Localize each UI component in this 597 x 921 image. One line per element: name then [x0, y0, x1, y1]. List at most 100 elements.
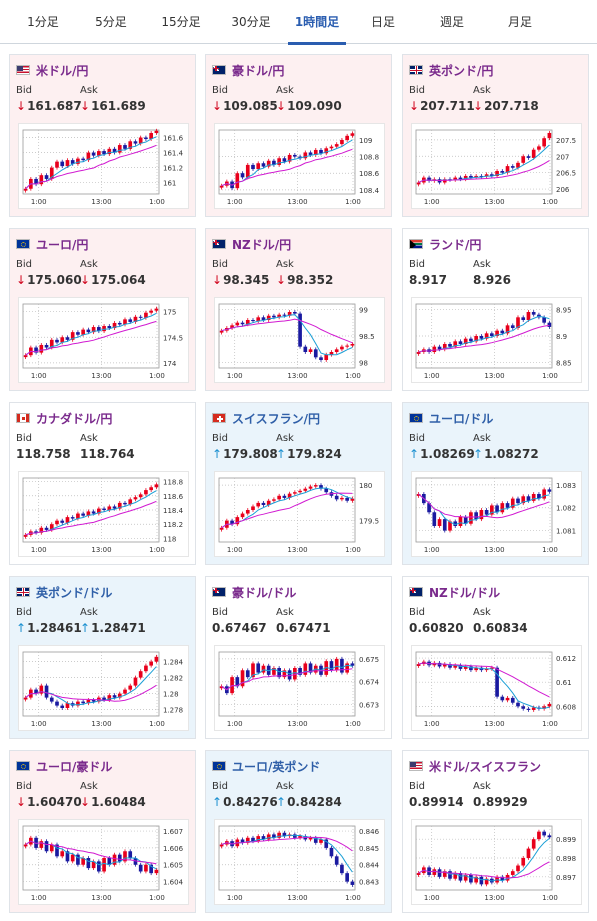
card-title[interactable]: ユーロ/円 [16, 235, 88, 253]
currency-pair-label[interactable]: 米ドル/スイスフラン [429, 759, 542, 774]
rate-card[interactable]: NZドル/円 Bid Ask ↓98.345 ↓98.352 99 98.5 98 1:00 13… [205, 228, 392, 391]
card-title[interactable]: 米ドル/スイスフラン [409, 757, 541, 775]
currency-pair-label[interactable]: ユーロ/豪ドル [36, 759, 113, 774]
chart-container[interactable]: 0.612 0.61 0.608 1:00 13:00 1:00 [411, 645, 582, 731]
card-title[interactable]: スイスフラン/円 [212, 409, 320, 427]
chart-container[interactable]: 118.8 118.6 118.4 118.2 118 1:00 13:00 1:00 [18, 471, 189, 557]
tab-monthly[interactable]: 月足 [507, 15, 532, 29]
chart-container[interactable]: 99 98.5 98 1:00 13:00 1:00 [214, 297, 385, 383]
chart-container[interactable]: 109 108.8 108.6 108.4 1:00 13:00 1:00 [214, 123, 385, 209]
eu-us-flag [409, 413, 423, 423]
card-title[interactable]: 豪ドル/円 [212, 61, 284, 79]
currency-pair-label[interactable]: カナダドル/円 [36, 411, 113, 426]
rate-card[interactable]: ユーロ/豪ドル Bid Ask ↓1.60470 ↓1.60484 1.607 1.606 1… [9, 750, 196, 913]
candle-body [149, 864, 153, 874]
currency-pair-label[interactable]: NZドル/円 [232, 237, 292, 252]
chart-container[interactable]: 175 174.5 174 1:00 13:00 1:00 [18, 297, 189, 383]
rate-card[interactable]: 米ドル/円 Bid Ask ↓161.687 ↓161.689 161.6 161.4 161… [9, 54, 196, 217]
chart-container[interactable]: 0.675 0.674 0.673 1:00 13:00 1:00 [214, 645, 385, 731]
tab-5min[interactable]: 5分足 [95, 15, 127, 29]
chart-frame [22, 825, 160, 891]
rate-card[interactable]: 英ポンド/ドル Bid Ask ↑1.28461 ↑1.28471 1.284 1.282 1… [9, 576, 196, 739]
currency-pair-label[interactable]: 豪ドル/ドル [232, 585, 297, 600]
rate-card[interactable]: カナダドル/円 Bid Ask 118.758 118.764 118.8 118.6 118… [9, 402, 196, 565]
chart-container[interactable]: 8.95 8.9 8.85 1:00 13:00 1:00 [411, 297, 582, 383]
currency-pair-label[interactable]: スイスフラン/円 [232, 411, 321, 426]
candle-body [547, 322, 552, 327]
rate-card[interactable]: ランド/円 Bid Ask 8.917 8.926 8.95 8.9 8.85 1:00 13:0… [402, 228, 589, 391]
card-title[interactable]: 豪ドル/ドル [212, 583, 296, 601]
rate-card[interactable]: ユーロ/円 Bid Ask ↓175.060 ↓175.064 175 174.5 174 1:… [9, 228, 196, 391]
card-title[interactable]: ユーロ/英ポンド [212, 757, 320, 775]
candle-body [86, 858, 91, 869]
candle-body [308, 152, 313, 155]
currency-pair-label[interactable]: ユーロ/英ポンド [232, 759, 321, 774]
candle-body [547, 132, 552, 139]
chart-container[interactable]: 1.607 1.606 1.605 1.604 1:00 13:00 1:00 [18, 819, 189, 905]
card-title[interactable]: ランド/円 [409, 235, 481, 253]
card-title[interactable]: 英ポンド/ドル [16, 583, 112, 601]
rate-card[interactable]: 豪ドル/円 Bid Ask ↓109.085 ↓109.090 109 108.8 108.6… [205, 54, 392, 217]
chart-container[interactable]: 161.6 161.4 161.2 161 1:00 13:00 1:00 [18, 123, 189, 209]
card-title[interactable]: ユーロ/ドル [409, 409, 493, 427]
rate-card[interactable]: 豪ドル/ドル Bid Ask 0.67467 0.67471 0.675 0.674 0.67… [205, 576, 392, 739]
currency-pair-label[interactable]: ランド/円 [429, 237, 482, 252]
candle-body [490, 174, 494, 176]
chart-container[interactable]: 1.284 1.282 1.28 1.278 1:00 13:00 1:00 [18, 645, 189, 731]
rate-card[interactable]: ユーロ/ドル Bid Ask ↑1.08269 ↑1.08272 1.083 1.082 1.… [402, 402, 589, 565]
ca-flag [16, 413, 30, 423]
currency-pair-label[interactable]: 豪ドル/円 [232, 63, 285, 78]
rate-card[interactable]: スイスフラン/円 Bid Ask ↑179.808 ↑179.824 180 179.5 1:… [205, 402, 392, 565]
chart-frame [415, 129, 553, 195]
candle-body [521, 706, 526, 709]
candle-body [469, 874, 473, 883]
x-tick-label: 1:00 [424, 720, 440, 728]
currency-pair-label[interactable]: 英ポンド/ドル [36, 585, 113, 600]
ask-label: Ask [473, 433, 491, 444]
bid-label: Bid [212, 85, 228, 96]
price-chart: 161.6 161.4 161.2 161 1:00 13:00 1:00 [22, 128, 184, 206]
candle-body [240, 670, 245, 687]
arrow-down-icon: ↓ [276, 273, 287, 287]
bid-value-text: 118.758 [16, 447, 71, 461]
card-title[interactable]: 英ポンド/円 [409, 61, 493, 79]
candle-body [350, 498, 355, 501]
currency-pair-label[interactable]: ユーロ/ドル [429, 411, 494, 426]
chart-container[interactable]: 0.846 0.845 0.844 0.843 1:00 13:00 1:00 [214, 819, 385, 905]
tab-1min[interactable]: 1分足 [27, 15, 59, 29]
ask-value-text: 0.84284 [287, 795, 342, 809]
tab-30min[interactable]: 30分足 [231, 15, 271, 29]
tab-daily[interactable]: 日足 [370, 15, 395, 29]
candle-body [144, 312, 148, 318]
card-title[interactable]: ユーロ/豪ドル [16, 757, 112, 775]
ask-value: ↓1.60484 [80, 795, 146, 809]
chart-container[interactable]: 0.899 0.898 0.897 1:00 13:00 1:00 [411, 819, 582, 905]
candle-body [277, 158, 281, 165]
chart-container[interactable]: 1.083 1.082 1.081 1:00 13:00 1:00 [411, 471, 582, 557]
rate-card[interactable]: 米ドル/スイスフラン Bid Ask 0.89914 0.89929 0.899 0.898… [402, 750, 589, 913]
chart-container[interactable]: 207.5 207 206.5 206 1:00 13:00 1:00 [411, 123, 582, 209]
card-title[interactable]: カナダドル/円 [16, 409, 112, 427]
rate-card[interactable]: ユーロ/英ポンド Bid Ask ↑0.84276 ↑0.84284 0.846 0.845… [205, 750, 392, 913]
rate-card[interactable]: NZドル/ドル Bid Ask 0.60820 0.60834 0.612 0.61 0.60… [402, 576, 589, 739]
candle-body [293, 312, 297, 314]
currency-pair-label[interactable]: NZドル/ドル [429, 585, 501, 600]
price-chart: 180 179.5 1:00 13:00 1:00 [218, 477, 379, 554]
currency-pair-label[interactable]: 米ドル/円 [36, 63, 89, 78]
ch-flag [212, 413, 226, 423]
candle-body [505, 325, 510, 334]
card-title[interactable]: NZドル/ドル [409, 583, 500, 601]
currency-pair-label[interactable]: 英ポンド/円 [429, 63, 494, 78]
card-title[interactable]: NZドル/円 [212, 235, 291, 253]
candle-body [334, 144, 339, 147]
rate-card[interactable]: 英ポンド/円 Bid Ask ↓207.711 ↓207.718 207.5 207 206.… [402, 54, 589, 217]
tab-weekly[interactable]: 週足 [439, 15, 464, 29]
chart-container[interactable]: 180 179.5 1:00 13:00 1:00 [214, 471, 385, 557]
chart-frame [218, 477, 356, 543]
tab-1hour[interactable]: 1時間足 [284, 0, 350, 45]
card-title[interactable]: 米ドル/円 [16, 61, 88, 79]
currency-pair-label[interactable]: ユーロ/円 [36, 237, 89, 252]
candle-body [479, 336, 484, 339]
price-chart: 1.607 1.606 1.605 1.604 1:00 13:00 1:00 [22, 825, 184, 902]
tab-15min[interactable]: 15分足 [161, 15, 201, 29]
